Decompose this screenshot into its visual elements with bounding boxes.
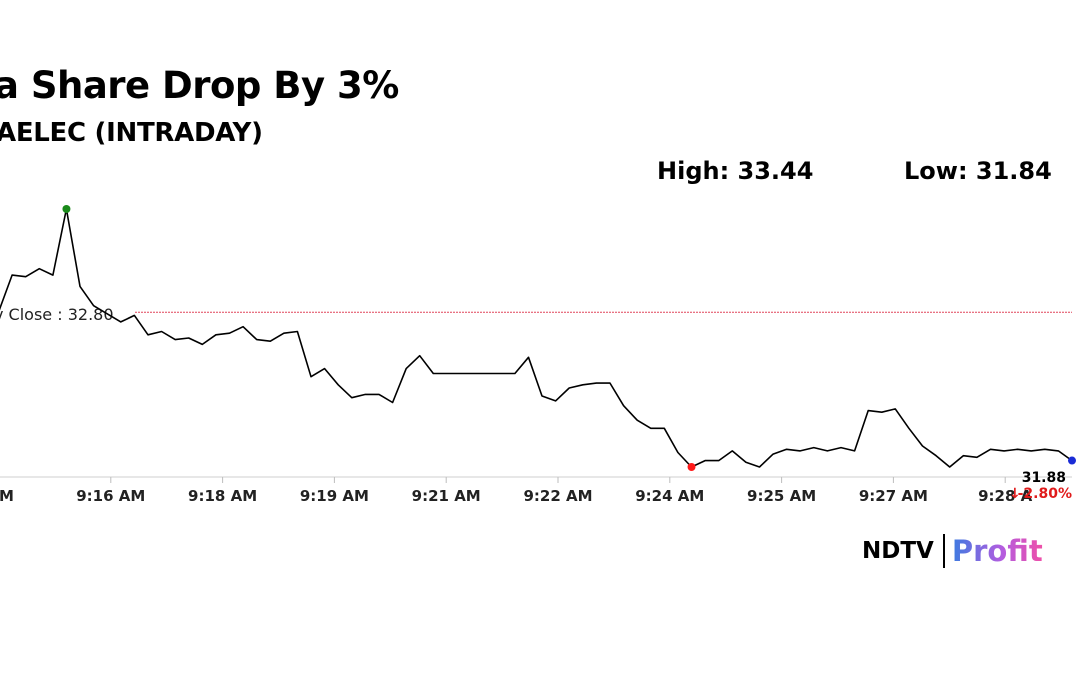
price-line bbox=[0, 208, 1073, 468]
down-arrow-icon: ↓ bbox=[1009, 486, 1021, 502]
x-tick-label: 9:18 AM bbox=[188, 487, 257, 505]
chart-subtitle: AELEC (INTRADAY) bbox=[0, 118, 263, 148]
x-tick-label: 9:27 AM bbox=[859, 487, 928, 505]
brand-ndtv-text: NDTV bbox=[862, 538, 934, 564]
prev-close-label-bg bbox=[0, 302, 134, 326]
low-marker bbox=[687, 463, 696, 471]
brand-profit-text: Profit bbox=[951, 534, 1043, 568]
x-tick-label: 9:16 AM bbox=[76, 487, 145, 505]
ndtv-profit-logo: NDTV Profit bbox=[862, 534, 1043, 568]
chart-title: a Share Drop By 3% bbox=[0, 64, 399, 107]
x-tick-label: 9:28 A bbox=[978, 487, 1033, 505]
change-percent-label: -2.80% bbox=[1018, 486, 1072, 502]
x-axis-ticks: AM 9:16 AM 9:18 AM 9:19 AM 9:21 AM 9:22 AM 9:2… bbox=[0, 477, 1033, 505]
x-tick-label: 9:22 AM bbox=[523, 487, 592, 505]
high-value-label: High: 33.44 bbox=[657, 157, 814, 185]
high-marker bbox=[62, 205, 71, 213]
x-tick-label: 9:24 AM bbox=[635, 487, 704, 505]
x-tick-label: AM bbox=[0, 487, 14, 505]
change-indicator: ↓ -2.80% bbox=[1009, 486, 1072, 502]
last-marker bbox=[1068, 456, 1076, 465]
x-tick-label: 9:19 AM bbox=[300, 487, 369, 505]
x-tick-label: 9:25 AM bbox=[747, 487, 816, 505]
brand-divider bbox=[942, 534, 945, 568]
prev-close-label: v Close : 32.80 bbox=[0, 305, 114, 324]
last-value-label: 31.88 bbox=[1022, 470, 1066, 486]
x-tick-label: 9:21 AM bbox=[412, 487, 481, 505]
low-value-label: Low: 31.84 bbox=[904, 157, 1052, 185]
